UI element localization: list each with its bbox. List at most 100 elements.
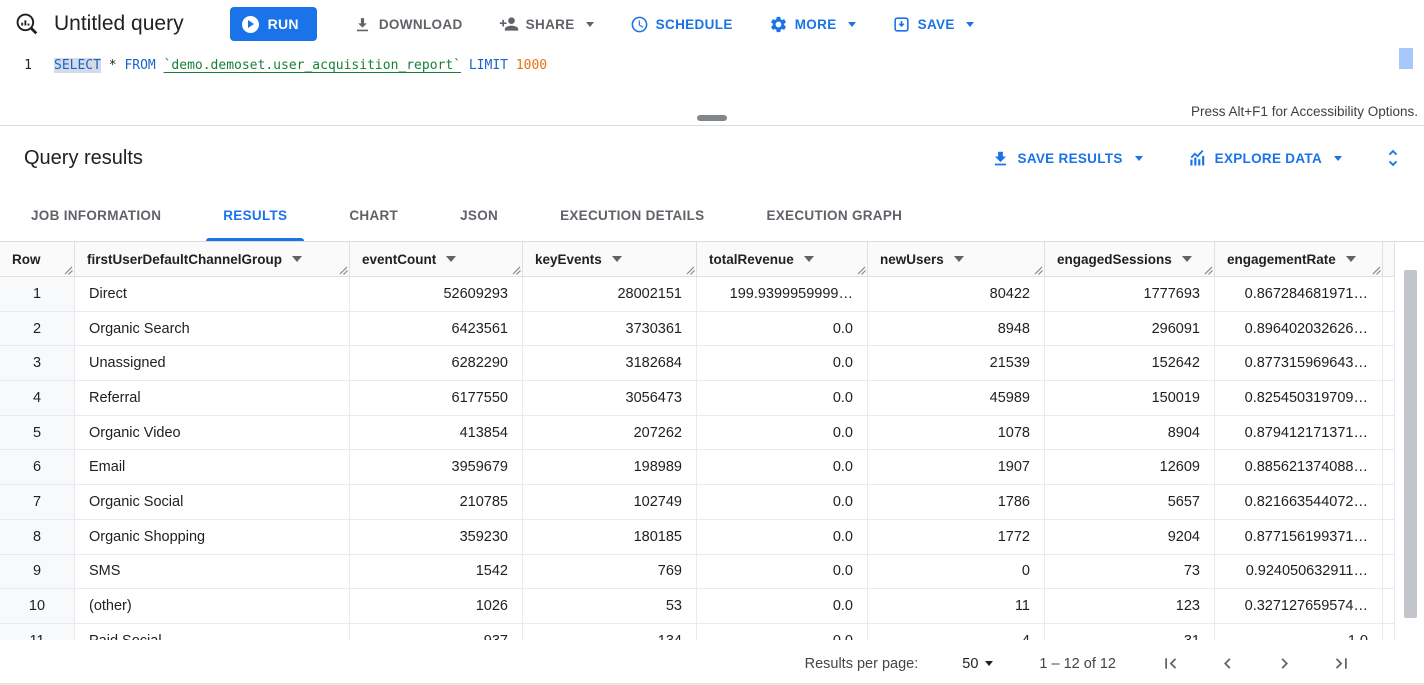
more-button[interactable]: MORE xyxy=(769,15,856,34)
data-cell: 0.0 xyxy=(697,415,868,451)
chevron-down-icon xyxy=(1134,155,1143,161)
data-cell: 0 xyxy=(868,554,1045,590)
sql-code-line[interactable]: 1 SELECT * FROM `demo.demoset.user_acqui… xyxy=(0,48,1424,75)
column-header-eventcount[interactable]: eventCount xyxy=(350,242,523,277)
tab-chart[interactable]: CHART xyxy=(349,208,399,223)
first-page-button[interactable] xyxy=(1160,653,1181,674)
sql-keyword-select: SELECT xyxy=(54,58,101,73)
column-header-newusers[interactable]: newUsers xyxy=(868,242,1045,277)
data-cell: Organic Video xyxy=(75,415,350,451)
clipped-cell xyxy=(1383,311,1395,347)
last-page-button[interactable] xyxy=(1331,653,1352,674)
results-table-body: 1 Direct 52609293 28002151 199.9399959999… 80… xyxy=(0,277,1395,640)
clipped-cell xyxy=(1383,623,1395,640)
column-menu-arrow-icon[interactable] xyxy=(953,256,964,262)
save-results-download-icon xyxy=(991,149,1010,168)
editor-scrollbar-thumb[interactable] xyxy=(1399,48,1413,69)
sql-text[interactable]: SELECT * FROM `demo.demoset.user_acquisi… xyxy=(46,56,547,75)
column-resize-grip[interactable] xyxy=(857,266,866,275)
column-resize-grip[interactable] xyxy=(339,266,348,275)
column-header-engagementrate[interactable]: engagementRate xyxy=(1215,242,1383,277)
data-cell: 4 xyxy=(868,623,1045,640)
tab-execution-details[interactable]: EXECUTION DETAILS xyxy=(560,208,705,223)
data-cell: Email xyxy=(75,450,350,486)
schedule-button[interactable]: SCHEDULE xyxy=(630,15,733,34)
column-header-keyevents[interactable]: keyEvents xyxy=(523,242,697,277)
column-header-row[interactable]: Row xyxy=(0,242,75,277)
split-drag-handle[interactable] xyxy=(697,115,727,121)
data-cell: 3056473 xyxy=(523,381,697,416)
table-row: 1 Direct 52609293 28002151 199.9399959999… 80… xyxy=(0,277,1395,312)
column-menu-arrow-icon[interactable] xyxy=(1181,256,1192,262)
data-cell: Referral xyxy=(75,381,350,416)
tab-execution-graph[interactable]: EXECUTION GRAPH xyxy=(766,208,903,223)
column-resize-grip[interactable] xyxy=(686,266,695,275)
column-resize-grip[interactable] xyxy=(1204,266,1213,275)
row-number-cell: 9 xyxy=(0,554,75,590)
explore-data-button[interactable]: EXPLORE DATA xyxy=(1187,148,1342,168)
row-number-cell: 7 xyxy=(0,485,75,520)
share-button[interactable]: SHARE xyxy=(499,14,594,34)
column-header-clipped xyxy=(1383,242,1395,277)
query-toolbar: Untitled query RUN DOWNLOAD SHARE SCHEDU… xyxy=(0,0,1424,48)
data-cell: Organic Social xyxy=(75,485,350,520)
clipped-cell xyxy=(1383,519,1395,555)
chevron-right-icon xyxy=(1281,658,1288,669)
sql-editor[interactable]: 1 SELECT * FROM `demo.demoset.user_acqui… xyxy=(0,48,1424,126)
row-number-cell: 11 xyxy=(0,623,75,640)
row-number-cell: 3 xyxy=(0,346,75,382)
horizontal-scrollbar[interactable] xyxy=(0,683,1424,685)
data-cell: 0.896402032626… xyxy=(1215,311,1383,347)
data-cell: Paid Social xyxy=(75,623,350,640)
column-menu-arrow-icon[interactable] xyxy=(292,256,303,262)
query-title: Untitled query xyxy=(54,12,184,35)
column-menu-arrow-icon[interactable] xyxy=(803,256,814,262)
clipped-cell xyxy=(1383,485,1395,520)
data-cell: 1772 xyxy=(868,519,1045,555)
tab-json[interactable]: JSON xyxy=(460,208,499,223)
row-number-cell: 2 xyxy=(0,311,75,347)
sql-limit-value: 1000 xyxy=(515,58,548,73)
data-cell: 1026 xyxy=(350,589,523,624)
page-size-select[interactable]: 50 xyxy=(962,656,994,672)
column-menu-arrow-icon[interactable] xyxy=(446,256,457,262)
data-cell: 0.0 xyxy=(697,381,868,416)
data-cell: 9204 xyxy=(1045,519,1215,555)
table-row: 7 Organic Social 210785 102749 0.0 1786 5657 0.… xyxy=(0,485,1395,520)
run-button[interactable]: RUN xyxy=(229,7,317,41)
sql-keyword-limit: LIMIT xyxy=(468,58,508,73)
previous-page-button[interactable] xyxy=(1217,653,1238,674)
data-cell: 134 xyxy=(523,623,697,640)
column-header-firstuserdefaultchannelgroup[interactable]: firstUserDefaultChannelGroup xyxy=(75,242,350,277)
data-cell: 0.877315969643… xyxy=(1215,346,1383,382)
data-cell: 0.821663544072… xyxy=(1215,485,1383,520)
column-header-totalrevenue[interactable]: totalRevenue xyxy=(697,242,868,277)
table-row: 6 Email 3959679 198989 0.0 1907 12609 0.8856213… xyxy=(0,450,1395,486)
save-results-button[interactable]: SAVE RESULTS xyxy=(991,149,1143,168)
row-number-cell: 4 xyxy=(0,381,75,416)
page-range-label: 1 – 12 of 12 xyxy=(1039,655,1116,672)
column-menu-arrow-icon[interactable] xyxy=(611,256,622,262)
column-resize-grip[interactable] xyxy=(64,266,73,275)
next-page-button[interactable] xyxy=(1274,653,1295,674)
tab-job-information[interactable]: JOB INFORMATION xyxy=(31,208,162,223)
clock-icon xyxy=(630,15,649,34)
column-resize-grip[interactable] xyxy=(512,266,521,275)
collapse-expand-panel-button[interactable] xyxy=(1382,147,1404,169)
column-resize-grip[interactable] xyxy=(1372,266,1381,275)
save-button[interactable]: SAVE xyxy=(892,15,974,34)
table-row: 3 Unassigned 6282290 3182684 0.0 21539 152642 0… xyxy=(0,346,1395,382)
results-table-header-row: Row firstUserDefaultChannelGroup eventCoun… xyxy=(0,242,1395,277)
tab-results[interactable]: RESULTS xyxy=(192,190,318,241)
table-scrollbar-thumb[interactable] xyxy=(1404,270,1417,618)
column-menu-arrow-icon[interactable] xyxy=(1345,256,1356,262)
column-resize-grip[interactable] xyxy=(1034,266,1043,275)
query-magnifier-icon xyxy=(14,11,40,37)
table-row: 10 (other) 1026 53 0.0 11 123 0.327127659574… xyxy=(0,589,1395,624)
download-button[interactable]: DOWNLOAD xyxy=(353,15,463,34)
sql-table-link[interactable]: `demo.demoset.user_acquisition_report` xyxy=(163,58,462,73)
data-cell: 8948 xyxy=(868,311,1045,347)
gear-icon xyxy=(769,15,788,34)
column-header-engagedsessions[interactable]: engagedSessions xyxy=(1045,242,1215,277)
table-scrollbar-track[interactable] xyxy=(1395,270,1424,640)
